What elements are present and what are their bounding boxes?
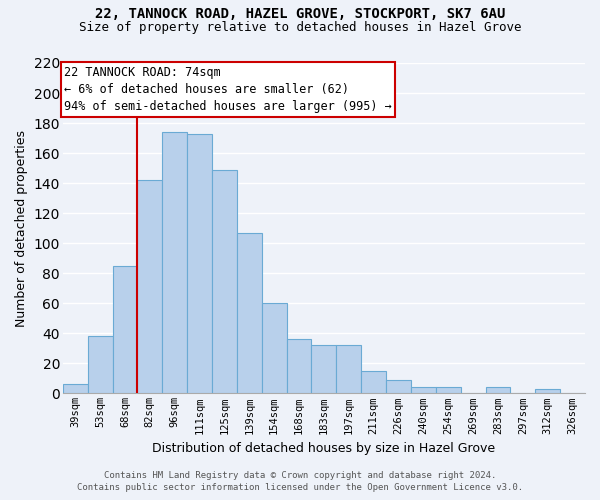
Bar — [63, 384, 88, 394]
Bar — [113, 266, 137, 394]
Text: Contains HM Land Registry data © Crown copyright and database right 2024.
Contai: Contains HM Land Registry data © Crown c… — [77, 471, 523, 492]
Bar — [137, 180, 162, 394]
Bar — [535, 389, 560, 394]
Bar — [212, 170, 237, 394]
Bar — [287, 340, 311, 394]
Bar — [485, 388, 511, 394]
Bar — [237, 232, 262, 394]
Bar — [262, 304, 287, 394]
Bar — [337, 346, 361, 394]
Y-axis label: Number of detached properties: Number of detached properties — [15, 130, 28, 326]
Bar — [436, 388, 461, 394]
Bar — [386, 380, 411, 394]
Bar — [311, 346, 337, 394]
Bar — [187, 134, 212, 394]
Bar — [88, 336, 113, 394]
Text: Size of property relative to detached houses in Hazel Grove: Size of property relative to detached ho… — [79, 21, 521, 34]
X-axis label: Distribution of detached houses by size in Hazel Grove: Distribution of detached houses by size … — [152, 442, 496, 455]
Bar — [361, 371, 386, 394]
Bar — [411, 388, 436, 394]
Bar — [162, 132, 187, 394]
Text: 22 TANNOCK ROAD: 74sqm
← 6% of detached houses are smaller (62)
94% of semi-deta: 22 TANNOCK ROAD: 74sqm ← 6% of detached … — [64, 66, 392, 113]
Text: 22, TANNOCK ROAD, HAZEL GROVE, STOCKPORT, SK7 6AU: 22, TANNOCK ROAD, HAZEL GROVE, STOCKPORT… — [95, 8, 505, 22]
